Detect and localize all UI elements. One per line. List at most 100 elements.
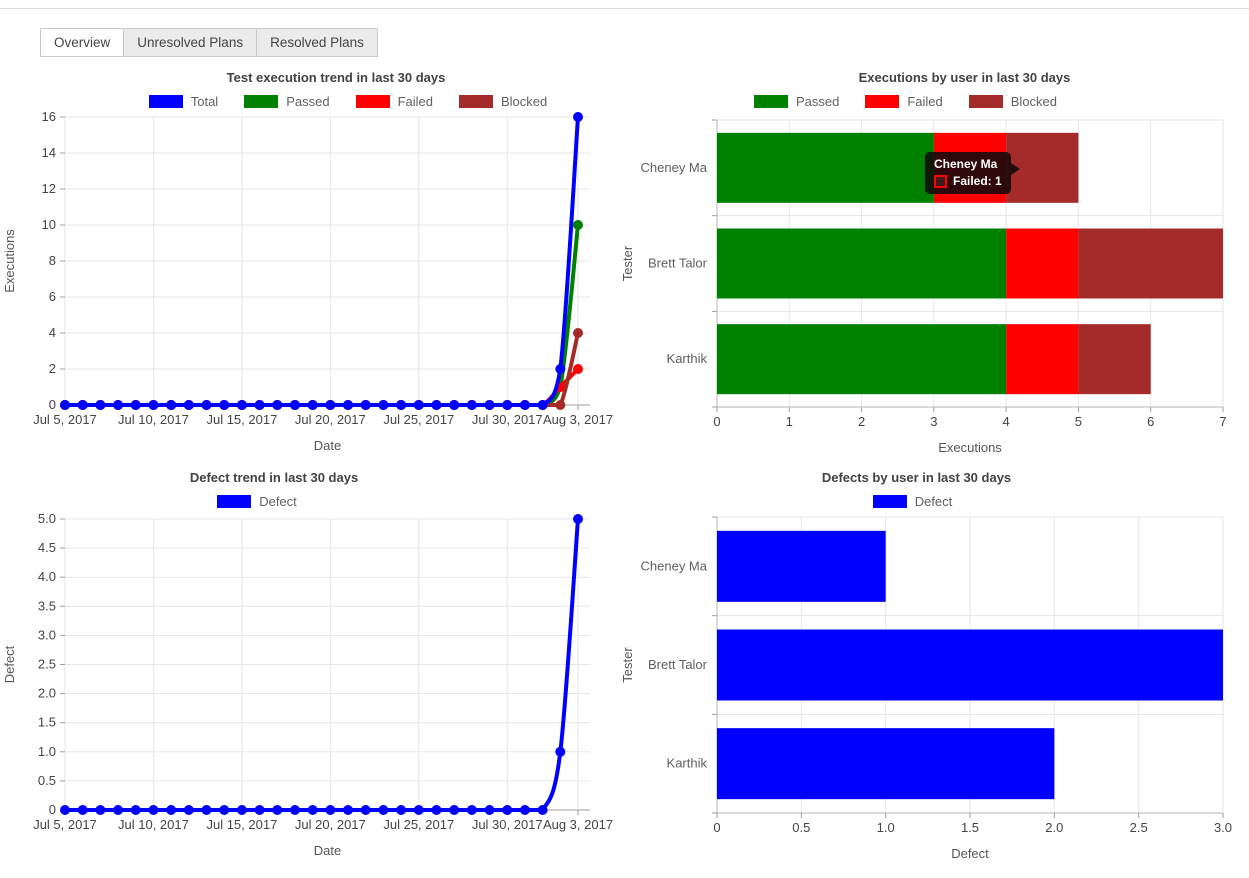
- data-point[interactable]: [254, 805, 265, 815]
- data-point[interactable]: [484, 805, 495, 815]
- data-point[interactable]: [573, 112, 583, 122]
- data-point[interactable]: [343, 805, 354, 815]
- data-point[interactable]: [555, 400, 566, 410]
- bar-karthik-passed[interactable]: [717, 324, 1007, 395]
- x-tick-labels: 0 1 2 3 4 5 6 7: [713, 414, 1226, 429]
- data-point[interactable]: [519, 400, 530, 410]
- data-point[interactable]: [449, 805, 460, 815]
- bar-karthik-defect[interactable]: [717, 728, 1055, 800]
- data-point[interactable]: [236, 805, 247, 815]
- bar-brett-talor-failed[interactable]: [1006, 228, 1079, 299]
- data-point[interactable]: [431, 805, 442, 815]
- bar-karthik-blocked[interactable]: [1078, 324, 1151, 395]
- data-point[interactable]: [95, 805, 106, 815]
- data-point[interactable]: [413, 805, 424, 815]
- data-point[interactable]: [219, 805, 230, 815]
- data-point[interactable]: [219, 400, 230, 410]
- data-point[interactable]: [573, 220, 583, 230]
- x-tick-labels: Jul 5, 2017 Jul 10, 2017 Jul 15, 2017 Jul 2…: [33, 817, 613, 832]
- data-point[interactable]: [113, 400, 124, 410]
- data-point[interactable]: [413, 400, 424, 410]
- data-point[interactable]: [77, 400, 88, 410]
- legend-label-blocked: Blocked: [501, 94, 548, 109]
- data-point[interactable]: [289, 400, 300, 410]
- data-point[interactable]: [396, 805, 407, 815]
- svg-text:2.5: 2.5: [38, 657, 56, 672]
- data-point[interactable]: [537, 400, 548, 410]
- axis-ticks: [712, 516, 1224, 818]
- x-axis-title: Executions: [938, 440, 1002, 455]
- data-point[interactable]: [537, 805, 548, 815]
- data-point[interactable]: [148, 805, 159, 815]
- data-point[interactable]: [519, 805, 530, 815]
- data-point[interactable]: [113, 805, 124, 815]
- data-point[interactable]: [60, 400, 70, 410]
- data-point[interactable]: [484, 400, 495, 410]
- defects-by-user-svg: 0 0.5 1.0 1.5 2.0 2.5 3.0 Cheney Ma Brett Talor K…: [620, 516, 1232, 861]
- data-point[interactable]: [95, 400, 106, 410]
- data-point[interactable]: [289, 805, 300, 815]
- data-point[interactable]: [449, 400, 460, 410]
- data-point[interactable]: [343, 400, 354, 410]
- tab-unresolved-plans[interactable]: Unresolved Plans: [123, 28, 258, 57]
- data-point[interactable]: [325, 805, 336, 815]
- data-point[interactable]: [236, 400, 247, 410]
- data-point[interactable]: [360, 400, 371, 410]
- data-point[interactable]: [60, 805, 70, 815]
- bar-brett-talor-passed[interactable]: [717, 228, 1007, 299]
- series-passed[interactable]: [60, 220, 583, 410]
- svg-text:2.0: 2.0: [1045, 820, 1063, 835]
- legend-swatch-passed: [753, 95, 788, 108]
- data-point[interactable]: [555, 364, 566, 374]
- data-point[interactable]: [431, 400, 442, 410]
- bar-brett-talor-blocked[interactable]: [1078, 228, 1223, 299]
- tab-overview[interactable]: Overview: [40, 28, 125, 57]
- svg-text:3.0: 3.0: [38, 627, 56, 642]
- data-point[interactable]: [502, 400, 513, 410]
- data-point[interactable]: [502, 805, 513, 815]
- data-point[interactable]: [396, 400, 407, 410]
- data-point[interactable]: [573, 328, 583, 338]
- data-point[interactable]: [166, 805, 177, 815]
- svg-text:1.0: 1.0: [38, 744, 56, 759]
- data-point[interactable]: [307, 805, 318, 815]
- bar-karthik-failed[interactable]: [1006, 324, 1079, 395]
- data-point[interactable]: [183, 400, 194, 410]
- data-point[interactable]: [254, 400, 265, 410]
- bar-cheney-ma-passed[interactable]: [717, 132, 934, 203]
- data-point[interactable]: [466, 805, 477, 815]
- data-point[interactable]: [201, 805, 212, 815]
- bar-brett-talor-defect[interactable]: [717, 629, 1223, 701]
- svg-text:Jul 10, 2017: Jul 10, 2017: [118, 817, 189, 832]
- svg-text:3.5: 3.5: [38, 598, 56, 613]
- svg-text:Jul 5, 2017: Jul 5, 2017: [33, 817, 97, 832]
- data-point[interactable]: [183, 805, 194, 815]
- data-point[interactable]: [166, 400, 177, 410]
- data-point[interactable]: [272, 400, 283, 410]
- data-point[interactable]: [307, 400, 318, 410]
- data-point[interactable]: [573, 514, 583, 524]
- data-point[interactable]: [378, 805, 389, 815]
- bar-cheney-ma-defect[interactable]: [717, 530, 886, 602]
- data-point[interactable]: [573, 364, 583, 374]
- data-point[interactable]: [201, 400, 212, 410]
- series-defect[interactable]: [60, 514, 583, 815]
- data-point[interactable]: [466, 400, 477, 410]
- data-point[interactable]: [130, 805, 141, 815]
- tooltip-arrow-icon: [1010, 163, 1020, 175]
- data-point[interactable]: [272, 805, 283, 815]
- data-point[interactable]: [130, 400, 141, 410]
- legend-label-defect: Defect: [259, 494, 297, 509]
- svg-text:7: 7: [1219, 414, 1226, 429]
- data-point[interactable]: [555, 746, 566, 757]
- x-axis-title: Date: [314, 438, 341, 453]
- tab-resolved-plans[interactable]: Resolved Plans: [256, 28, 378, 57]
- data-point[interactable]: [360, 805, 371, 815]
- svg-text:1: 1: [786, 414, 793, 429]
- data-point[interactable]: [378, 400, 389, 410]
- data-point[interactable]: [325, 400, 336, 410]
- data-point[interactable]: [148, 400, 159, 410]
- series-total[interactable]: [60, 112, 583, 410]
- svg-text:Brett Talor: Brett Talor: [648, 657, 708, 672]
- data-point[interactable]: [77, 805, 88, 815]
